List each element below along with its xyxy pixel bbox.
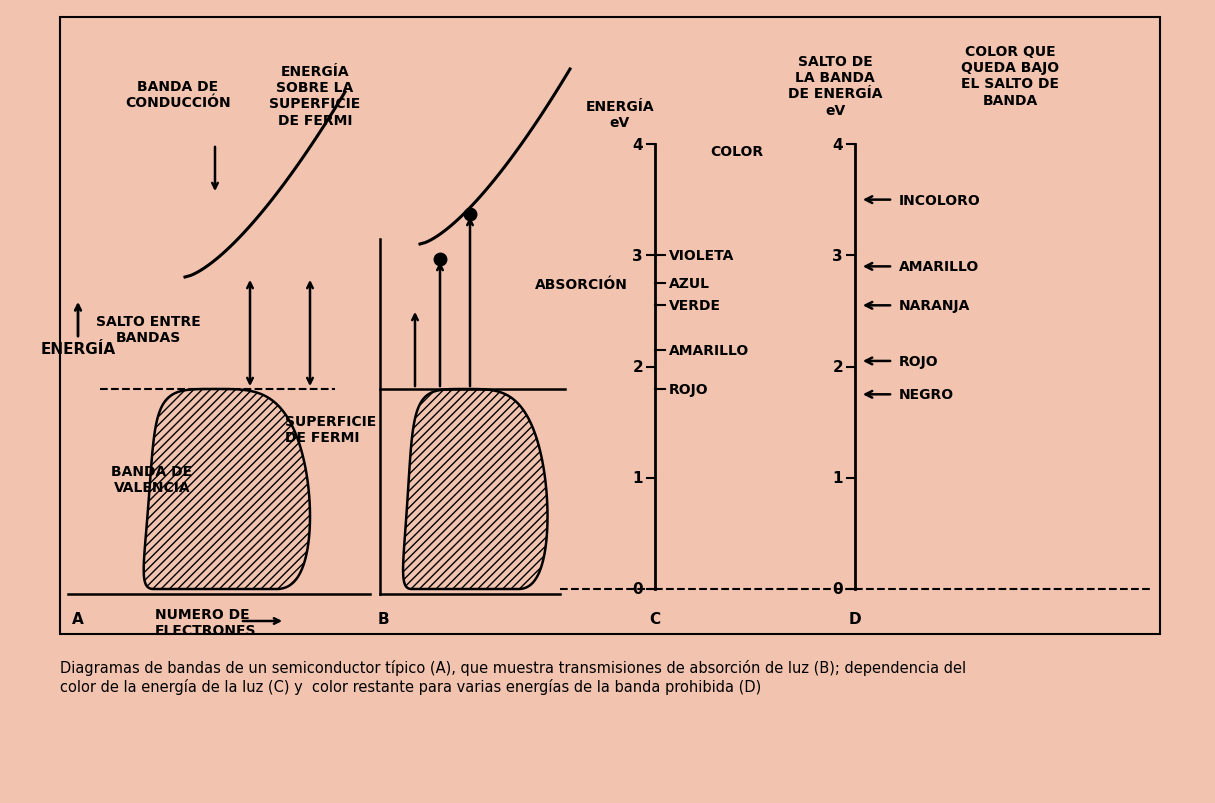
- Text: NARANJA: NARANJA: [899, 299, 971, 313]
- Text: 3: 3: [832, 248, 843, 263]
- Text: SALTO ENTRE
BANDAS: SALTO ENTRE BANDAS: [96, 315, 200, 344]
- Text: 4: 4: [832, 137, 843, 153]
- Text: BANDA DE
CONDUCCIÓN: BANDA DE CONDUCCIÓN: [125, 80, 231, 110]
- Text: 2: 2: [632, 360, 643, 374]
- Text: Diagramas de bandas de un semiconductor típico (A), que muestra transmisiones de: Diagramas de bandas de un semiconductor …: [60, 659, 966, 694]
- Text: ENERGÍA
SOBRE LA
SUPERFICIE
DE FERMI: ENERGÍA SOBRE LA SUPERFICIE DE FERMI: [270, 65, 361, 128]
- Text: 3: 3: [632, 248, 643, 263]
- Text: A: A: [72, 611, 84, 626]
- Text: AMARILLO: AMARILLO: [669, 344, 750, 357]
- Text: AZUL: AZUL: [669, 277, 710, 291]
- Text: C: C: [650, 611, 661, 626]
- Text: COLOR: COLOR: [710, 145, 763, 159]
- Text: ENERGÍA
eV: ENERGÍA eV: [586, 100, 655, 130]
- Text: 4: 4: [632, 137, 643, 153]
- Text: NUMERO DE
ELECTRONES: NUMERO DE ELECTRONES: [156, 607, 256, 638]
- Text: ENERGÍA: ENERGÍA: [40, 342, 115, 357]
- Text: NEGRO: NEGRO: [899, 388, 954, 402]
- Text: 0: 0: [632, 582, 643, 597]
- Text: BANDA DE
VALENCIA: BANDA DE VALENCIA: [112, 464, 192, 495]
- Text: B: B: [377, 611, 389, 626]
- Text: 2: 2: [832, 360, 843, 374]
- Text: D: D: [849, 611, 861, 626]
- Text: VERDE: VERDE: [669, 299, 720, 313]
- Bar: [60, 18, 1160, 634]
- Polygon shape: [143, 389, 310, 589]
- Text: INCOLORO: INCOLORO: [899, 194, 981, 207]
- Text: 1: 1: [633, 471, 643, 486]
- Text: 0: 0: [832, 582, 843, 597]
- Text: ROJO: ROJO: [899, 354, 939, 369]
- Text: SALTO DE
LA BANDA
DE ENERGÍA
eV: SALTO DE LA BANDA DE ENERGÍA eV: [787, 55, 882, 117]
- Text: 1: 1: [832, 471, 843, 486]
- Text: COLOR QUE
QUEDA BAJO
EL SALTO DE
BANDA: COLOR QUE QUEDA BAJO EL SALTO DE BANDA: [961, 45, 1059, 108]
- Text: VIOLETA: VIOLETA: [669, 249, 734, 263]
- Polygon shape: [403, 389, 548, 589]
- Text: SUPERFICIE
DE FERMI: SUPERFICIE DE FERMI: [286, 414, 377, 445]
- Text: ROJO: ROJO: [669, 382, 708, 396]
- Text: AMARILLO: AMARILLO: [899, 260, 979, 274]
- Text: ABSORCIÓN: ABSORCIÓN: [535, 278, 628, 291]
